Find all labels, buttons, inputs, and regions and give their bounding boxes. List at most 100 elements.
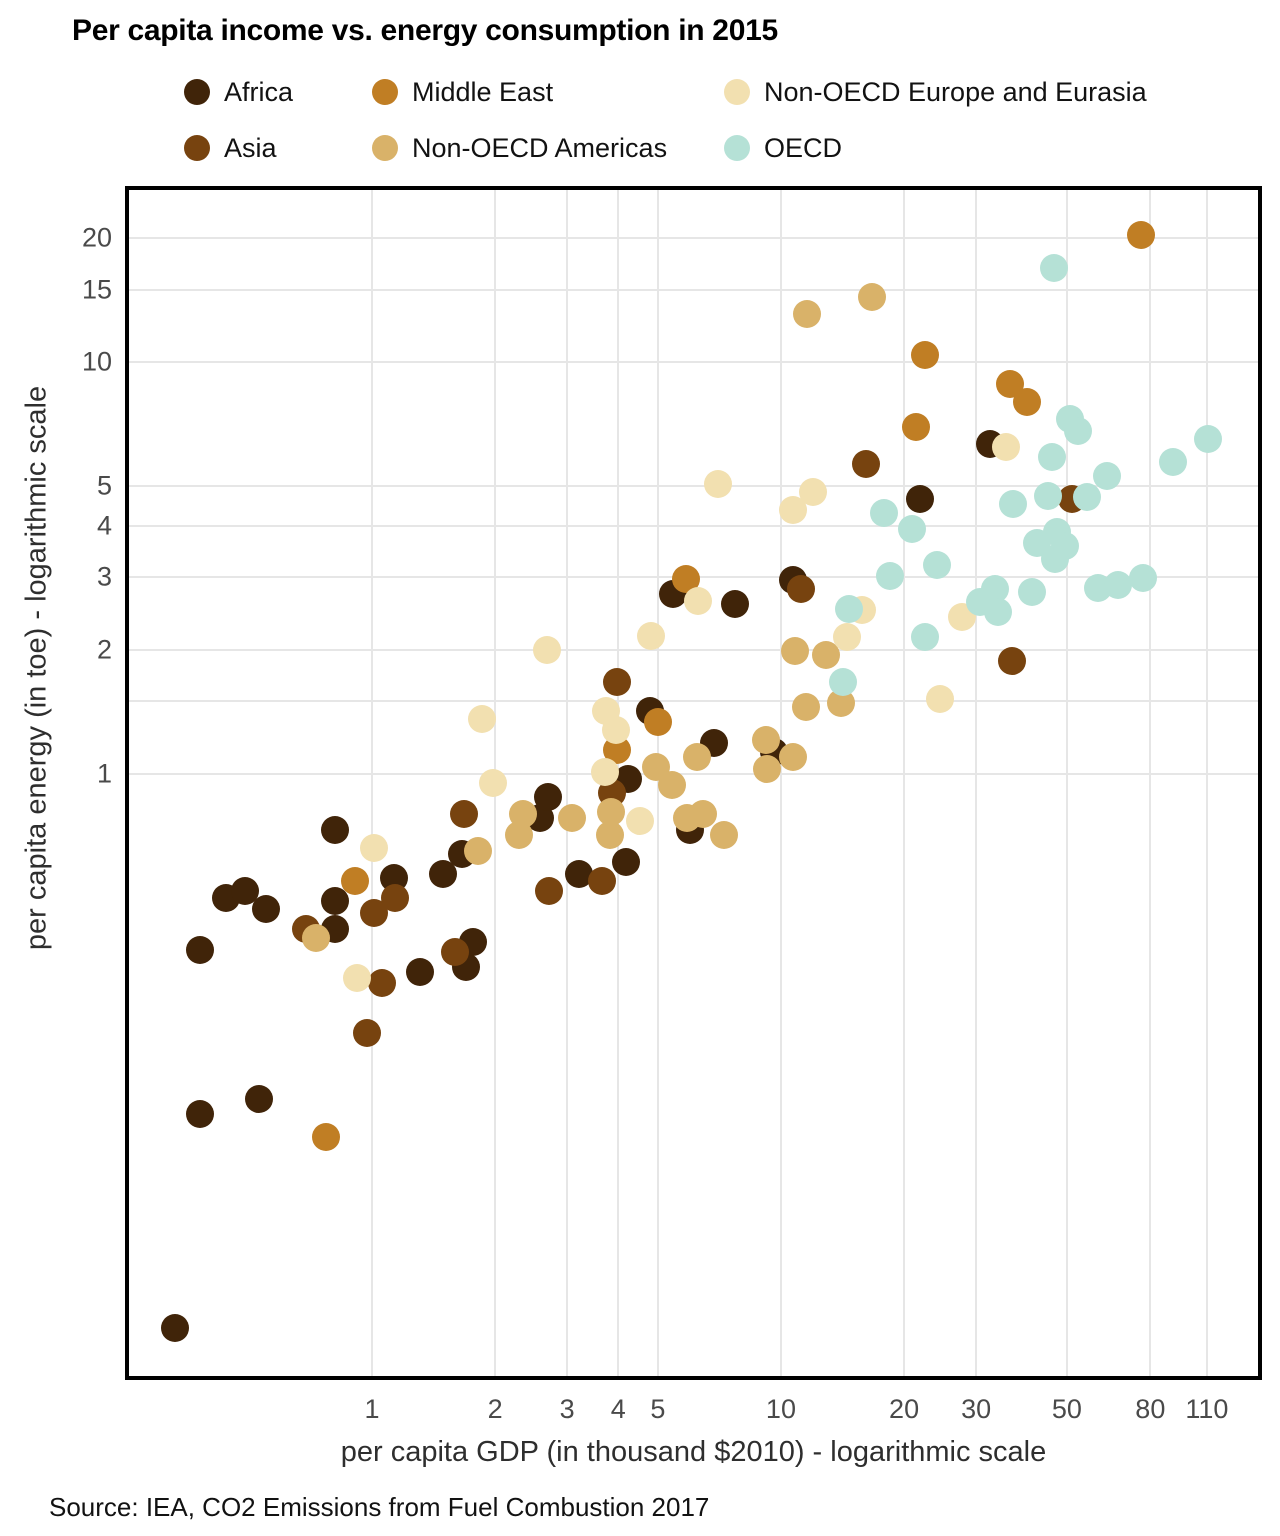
- data-point: [161, 1314, 190, 1343]
- source-note: Source: IEA, CO2 Emissions from Fuel Com…: [49, 1492, 710, 1522]
- legend-item-label: Africa: [224, 76, 294, 107]
- data-point: [601, 715, 630, 744]
- data-point: [897, 514, 926, 543]
- legend-item-label: Non-OECD Americas: [412, 132, 668, 163]
- data-point: [851, 449, 880, 478]
- legend-swatch-icon: [184, 79, 210, 105]
- data-point: [643, 707, 672, 736]
- y-gridline: [129, 648, 1258, 651]
- legend-swatch-icon: [184, 135, 210, 161]
- data-point: [778, 742, 807, 771]
- data-point: [464, 836, 493, 865]
- y-gridline: [129, 485, 1258, 488]
- data-point: [612, 848, 641, 877]
- data-point: [1018, 577, 1047, 606]
- x-tick-label: 30: [961, 1394, 992, 1424]
- x-gridline: [1205, 190, 1208, 1376]
- data-point: [533, 635, 562, 664]
- data-point: [587, 866, 616, 895]
- data-point: [923, 550, 952, 579]
- legend-item-non-oecd-americas: Non-OECD Americas: [372, 133, 724, 164]
- data-point: [682, 742, 711, 771]
- y-tick-label: 4: [96, 510, 112, 541]
- data-point: [787, 574, 816, 603]
- data-point: [1104, 570, 1133, 599]
- x-tick-label: 2: [487, 1394, 503, 1424]
- data-point: [341, 866, 370, 895]
- legend-swatch-icon: [724, 79, 750, 105]
- data-point: [359, 834, 388, 863]
- data-point: [703, 469, 732, 498]
- x-tick-label: 5: [650, 1394, 666, 1424]
- y-tick-label: 1: [96, 758, 112, 789]
- data-point: [1126, 220, 1155, 249]
- data-point: [657, 770, 686, 799]
- data-point: [926, 685, 955, 714]
- data-point: [858, 283, 887, 312]
- data-point: [428, 860, 457, 889]
- data-point: [983, 598, 1012, 627]
- data-point: [1038, 442, 1067, 471]
- x-gridline: [1149, 190, 1152, 1376]
- legend-item-asia: Asia: [184, 133, 372, 164]
- legend-item-label: Asia: [224, 132, 277, 163]
- data-point: [636, 622, 665, 651]
- data-point: [684, 587, 713, 616]
- data-point: [829, 668, 858, 697]
- data-point: [1129, 564, 1158, 593]
- data-point: [186, 1100, 215, 1129]
- data-point: [625, 806, 654, 835]
- plot-area: [125, 186, 1262, 1380]
- x-gridline: [1065, 190, 1068, 1376]
- x-gridline: [566, 190, 569, 1376]
- legend-swatch-icon: [372, 79, 398, 105]
- x-tick-label: 4: [610, 1394, 626, 1424]
- x-tick-label: 110: [1185, 1394, 1229, 1424]
- x-gridline: [903, 190, 906, 1376]
- data-point: [186, 935, 215, 964]
- data-point: [405, 958, 434, 987]
- data-point: [343, 963, 372, 992]
- data-point: [721, 589, 749, 618]
- y-axis-label: per capita energy (in toe) - logarithmic…: [20, 385, 53, 951]
- chart-title: Per capita income vs. energy consumption…: [72, 14, 778, 47]
- y-gridline: [129, 361, 1258, 364]
- y-tick-label: 20: [81, 222, 112, 253]
- data-point: [870, 498, 899, 527]
- data-point: [591, 758, 620, 787]
- data-point: [911, 341, 939, 370]
- data-point: [981, 574, 1010, 603]
- data-point: [751, 725, 780, 754]
- data-point: [832, 623, 861, 652]
- data-point: [799, 477, 828, 506]
- data-point: [468, 704, 497, 733]
- data-point: [998, 489, 1027, 518]
- legend-swatch-icon: [372, 135, 398, 161]
- data-point: [1072, 483, 1101, 512]
- y-tick-label: 2: [96, 634, 112, 665]
- legend-item-africa: Africa: [184, 77, 372, 108]
- data-point: [902, 412, 931, 441]
- data-point: [535, 876, 564, 905]
- legend: Africa Asia Middle East Non-OECD Americas No…: [184, 64, 1147, 176]
- data-point: [311, 1123, 340, 1152]
- y-tick-label: 15: [81, 274, 112, 305]
- x-tick-label: 20: [889, 1394, 920, 1424]
- legend-item-middle-east: Middle East: [372, 77, 724, 108]
- legend-item-label: Non-OECD Europe and Eurasia: [764, 76, 1147, 107]
- legend-swatch-icon: [724, 135, 750, 161]
- data-point: [441, 937, 470, 966]
- x-axis-label: per capita GDP (in thousand $2010) - log…: [340, 1436, 1047, 1468]
- data-point: [689, 799, 718, 828]
- data-point: [352, 1018, 381, 1047]
- data-point: [596, 821, 625, 850]
- data-point: [1159, 447, 1188, 476]
- data-point: [709, 821, 738, 850]
- data-point: [906, 484, 935, 513]
- data-point: [997, 647, 1026, 676]
- x-tick-label: 10: [765, 1394, 796, 1424]
- y-gridline: [129, 772, 1258, 775]
- data-point: [780, 636, 809, 665]
- data-point: [596, 797, 625, 826]
